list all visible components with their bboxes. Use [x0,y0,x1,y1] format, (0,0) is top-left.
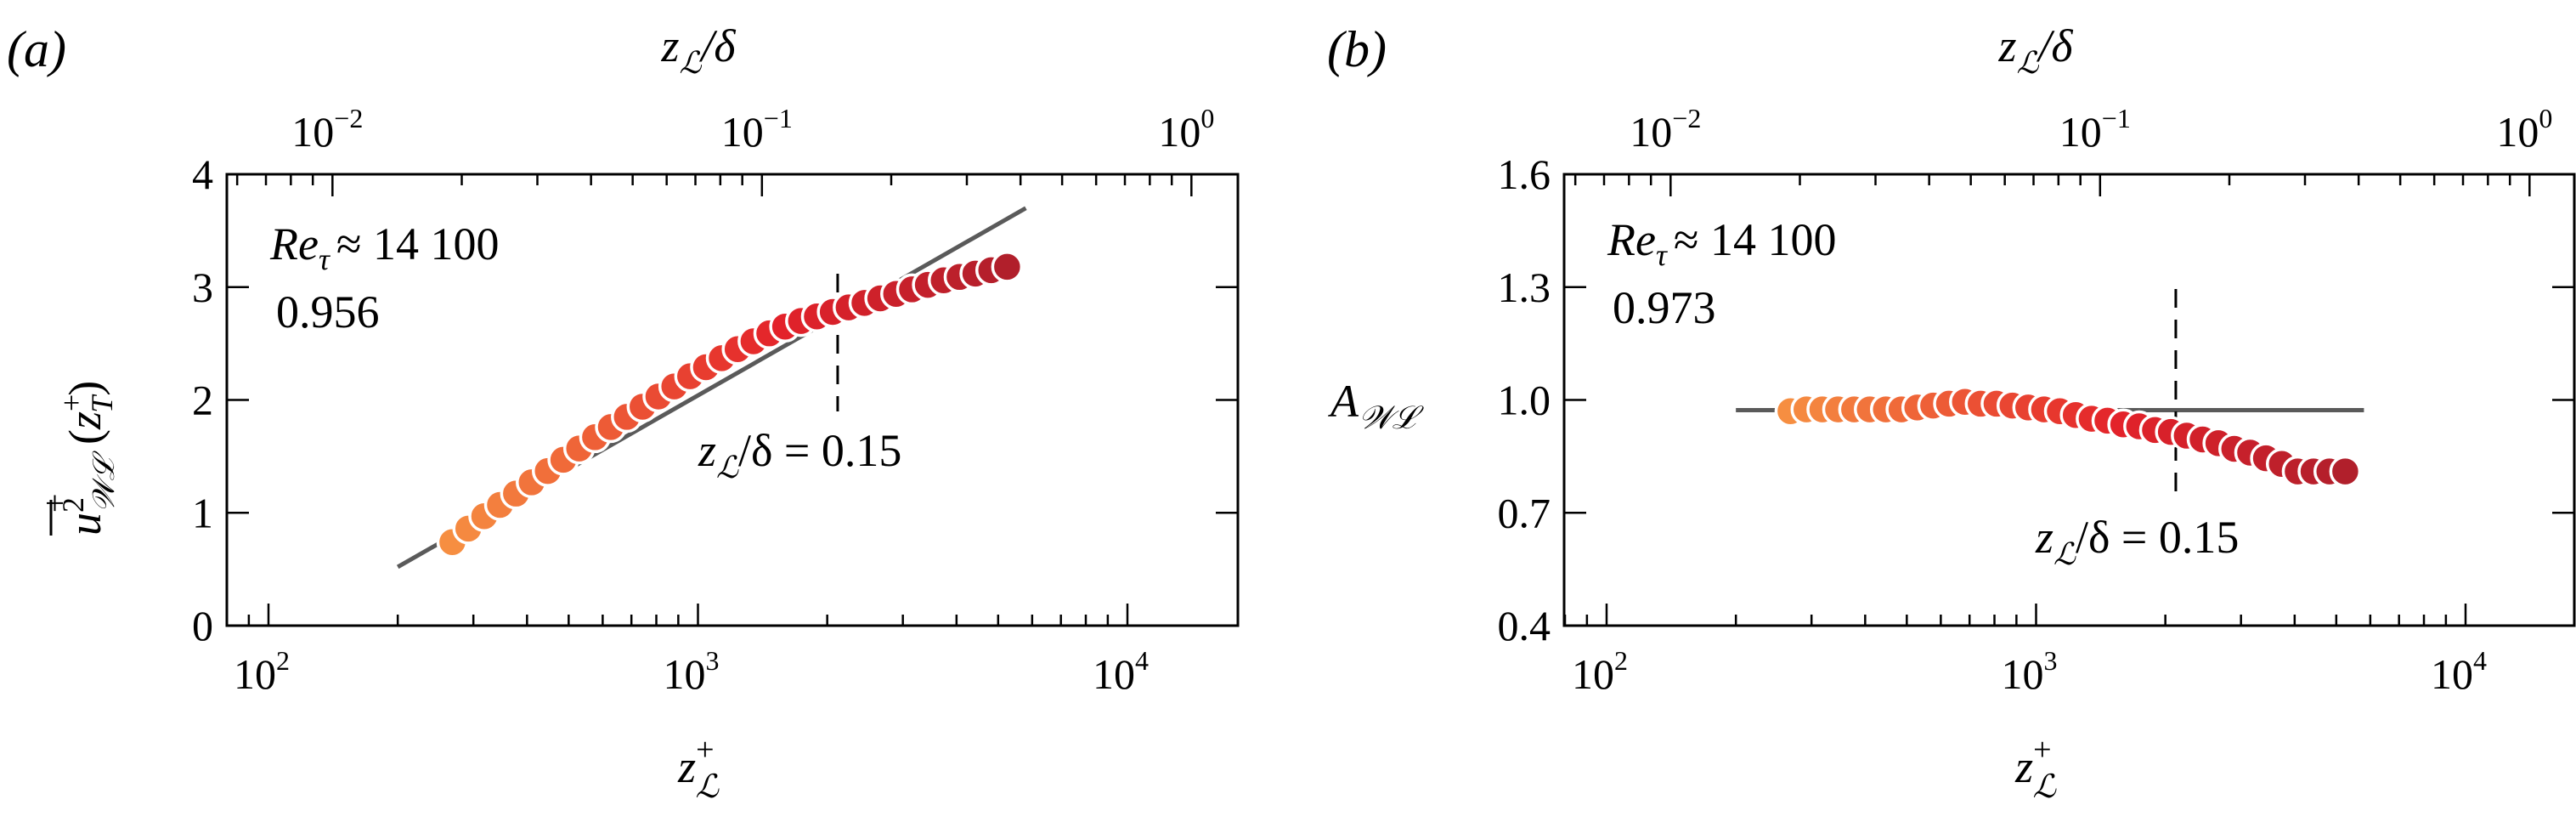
panel-a-y-axis-label: u2𝒲ℒ+ (z+T) [36,381,121,536]
y-tick-label: 2 [192,377,213,424]
top-tick-label: 10−1 [721,103,793,156]
svg-text:u2𝒲ℒ+ (z+T): u2𝒲ℒ+ (z+T) [36,381,121,536]
panel-b-y-tick-labels: 0.4 0.7 1.0 1.3 1.6 [1498,150,1551,649]
top-tick-label: 10−1 [2059,103,2131,156]
top-tick-label: 10−2 [291,103,363,156]
x-tick-label: 102 [1572,645,1628,698]
panel-b-value-annotation: 0.973 [1613,282,1716,333]
panel-b-label: (b) [1327,21,1387,77]
panel-a-axes-frame [225,173,1240,627]
x-tick-label: 102 [234,645,290,698]
data-marker [991,251,1024,283]
y-tick-label: 1.3 [1498,264,1551,311]
panel-b-reynolds-annotation: Reτ ≈ 14 100 [1607,214,1836,272]
y-tick-label: 4 [192,150,213,198]
y-tick-label: 3 [192,264,213,311]
y-tick-label: 0.4 [1498,602,1551,649]
panel-a-top-axis-label: zℒ/δ [660,20,736,80]
panel-a-dashed-line-label: zℒ/δ = 0.15 [698,425,901,485]
panel-b-x-axis-label: z+ ℒ [2014,732,2057,805]
y-tick-label: 1 [192,489,213,536]
panel-a-value-annotation: 0.956 [276,286,380,337]
panel-b-x-tick-labels: 102 103 104 [1572,645,2487,698]
data-marker [2329,455,2362,488]
top-tick-label: 10−2 [1630,103,1701,156]
panel-b-top-tick-labels: 10−2 10−1 100 [1630,103,2552,156]
panel-a-top-tick-labels: 10−2 10−1 100 [291,103,1214,156]
top-tick-label: 100 [1158,103,1214,156]
x-tick-label: 103 [2002,645,2058,698]
panel-b: (b) zℒ/δ 10−2 10−1 100 0.4 0.7 1.0 1.3 1.6 102… [1327,20,2576,805]
top-tick-label: 100 [2496,103,2552,156]
panel-a-plot-area [396,206,1027,570]
y-tick-label: 1.6 [1498,150,1551,198]
panel-a: (a) zℒ/δ 10−2 10−1 100 0 1 2 3 4 102 103 104 u2𝒲… [7,20,1240,805]
panel-b-y-axis-label: A𝒲ℒ [1328,376,1424,436]
panel-b-dashed-line-label: zℒ/δ = 0.15 [2035,512,2239,571]
x-tick-label: 104 [2431,645,2487,698]
panel-a-x-tick-labels: 102 103 104 [234,645,1149,698]
y-tick-label: 0.7 [1498,489,1551,536]
x-tick-label: 103 [664,645,720,698]
y-tick-label: 0 [192,602,213,649]
x-tick-label: 104 [1093,645,1149,698]
panel-a-x-axis-label: z+ ℒ [677,732,720,805]
panel-b-plot-area [1736,289,2364,502]
panel-a-y-tick-labels: 0 1 2 3 4 [192,150,213,649]
panel-b-axes-frame [1562,173,2576,627]
panel-b-top-axis-label: zℒ/δ [1997,20,2073,80]
panel-a-label: (a) [7,21,66,77]
y-tick-label: 1.0 [1498,377,1551,424]
panel-a-reynolds-annotation: Reτ ≈ 14 100 [269,218,499,276]
